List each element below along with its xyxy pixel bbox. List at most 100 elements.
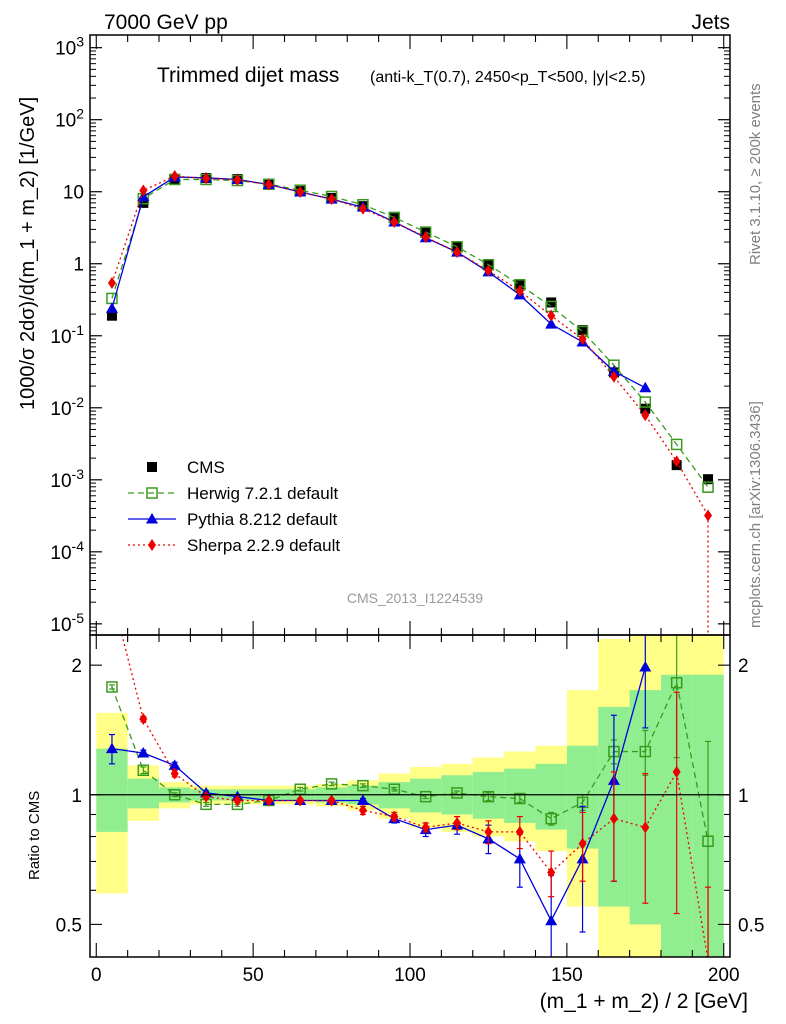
data-point [703,474,714,485]
main-plot-title: Trimmed dijet mass [157,64,339,87]
data-point [107,277,116,290]
ratio-point [702,835,714,847]
data-point [515,284,524,297]
data-point [670,438,683,451]
data-point [139,184,148,197]
main-y-tick-label: 10-2 [50,394,84,420]
ratio-y-tick-label-right: 0.5 [738,915,764,936]
ratio-point [390,810,399,823]
data-point [640,403,651,414]
ratio-point [296,794,305,807]
ratio-point [137,747,150,758]
ratio-point [137,764,150,777]
data-point [106,310,117,321]
ratio-line-1 [111,666,646,923]
data-point [702,481,714,493]
ratio-point [453,816,462,829]
main-plot-title-suffix: (anti-k_T(0.7), 2450<p_T<500, |y|<2.5) [370,69,646,86]
ratio-series-group [105,635,714,957]
main-plot-frame [89,34,731,636]
legend-marker [147,462,157,472]
ratio-point [202,790,211,803]
ratio-point [419,790,432,803]
ratio-point [482,790,495,803]
legend-marker [146,487,158,499]
ratio-point [357,779,369,792]
ratio-point [514,792,526,805]
legend: CMS Herwig 7.2.1 default Pythia 8.212 defa… [128,458,340,555]
main-series-group [105,170,714,635]
ratio-point [672,765,681,778]
data-point [546,297,557,308]
header-collision-label: 7000 GeV pp [104,11,228,34]
ratio-point [484,825,493,838]
main-y-tick-label: 10-4 [50,538,84,564]
data-point [639,381,652,393]
mcplots-label: mcplots.cern.ch [arXiv:1306.3436] [747,401,764,628]
ratio-point [513,852,526,864]
series-line-1 [111,178,709,488]
header-jets-label: Jets [691,11,730,34]
ratio-point [106,681,118,693]
main-y-axis-title: 1000/σ 2dσ)/d(m_1 + m_2) [1/GeV] [17,97,39,410]
ratio-point [105,742,118,754]
ratio-point [170,767,179,780]
ratio-point [356,794,369,805]
legend-marker [148,539,156,551]
x-axis-title: (m_1 + m_2) / 2 [GeV] [540,990,748,1013]
data-point [390,215,399,228]
data-point [296,186,305,199]
ratio-point [641,821,650,834]
ratio-point [515,825,524,838]
ratio-line-2 [121,635,709,957]
data-point [545,318,558,329]
ratio-point [451,787,463,799]
main-y-tick-label: 102 [55,106,84,132]
ratio-point [233,794,242,807]
data-point [453,246,462,259]
ratio-y-axis-title: Ratio to CMS [26,791,43,880]
ratio-point [421,821,430,834]
data-point [170,170,179,183]
ratio-point [670,677,683,689]
data-point [672,455,681,468]
ratio-line-0 [111,680,709,842]
main-y-tick-label: 103 [55,34,84,60]
x-tick-label: 50 [243,965,264,986]
data-point [233,173,242,186]
legend-label: Pythia 8.212 default [187,510,338,529]
main-y-tick-label: 10 [63,183,84,204]
ratio-uncertainty-bands [96,635,724,957]
legend-label: Herwig 7.2.1 default [187,484,338,503]
data-point [327,193,336,206]
ratio-point [325,778,338,790]
ratio-point [639,745,652,758]
data-point [138,197,149,208]
data-point [609,370,618,383]
main-y-tick-label: 10-3 [50,466,84,492]
ratio-point [609,812,618,825]
data-point [358,202,367,215]
data-point [264,178,273,191]
analysis-id-label: CMS_2013_I1224539 [347,590,483,606]
data-point [577,325,588,336]
ratio-point [547,866,556,879]
data-point [578,333,587,346]
ratio-point [139,712,148,725]
series-line-3 [111,175,709,516]
legend-marker [146,513,158,524]
data-point [202,172,211,185]
ratio-point [327,794,336,807]
data-point [704,509,713,522]
x-tick-label: 150 [551,965,583,986]
data-point [105,302,118,313]
ratio-point [264,794,273,807]
ratio-y-tick-label: 1 [71,786,82,807]
series-line-2 [111,176,646,389]
ratio-point [639,661,652,672]
data-point [514,279,525,290]
ratio-y-tick-label-right: 1 [738,786,749,807]
ratio-point [578,837,587,850]
